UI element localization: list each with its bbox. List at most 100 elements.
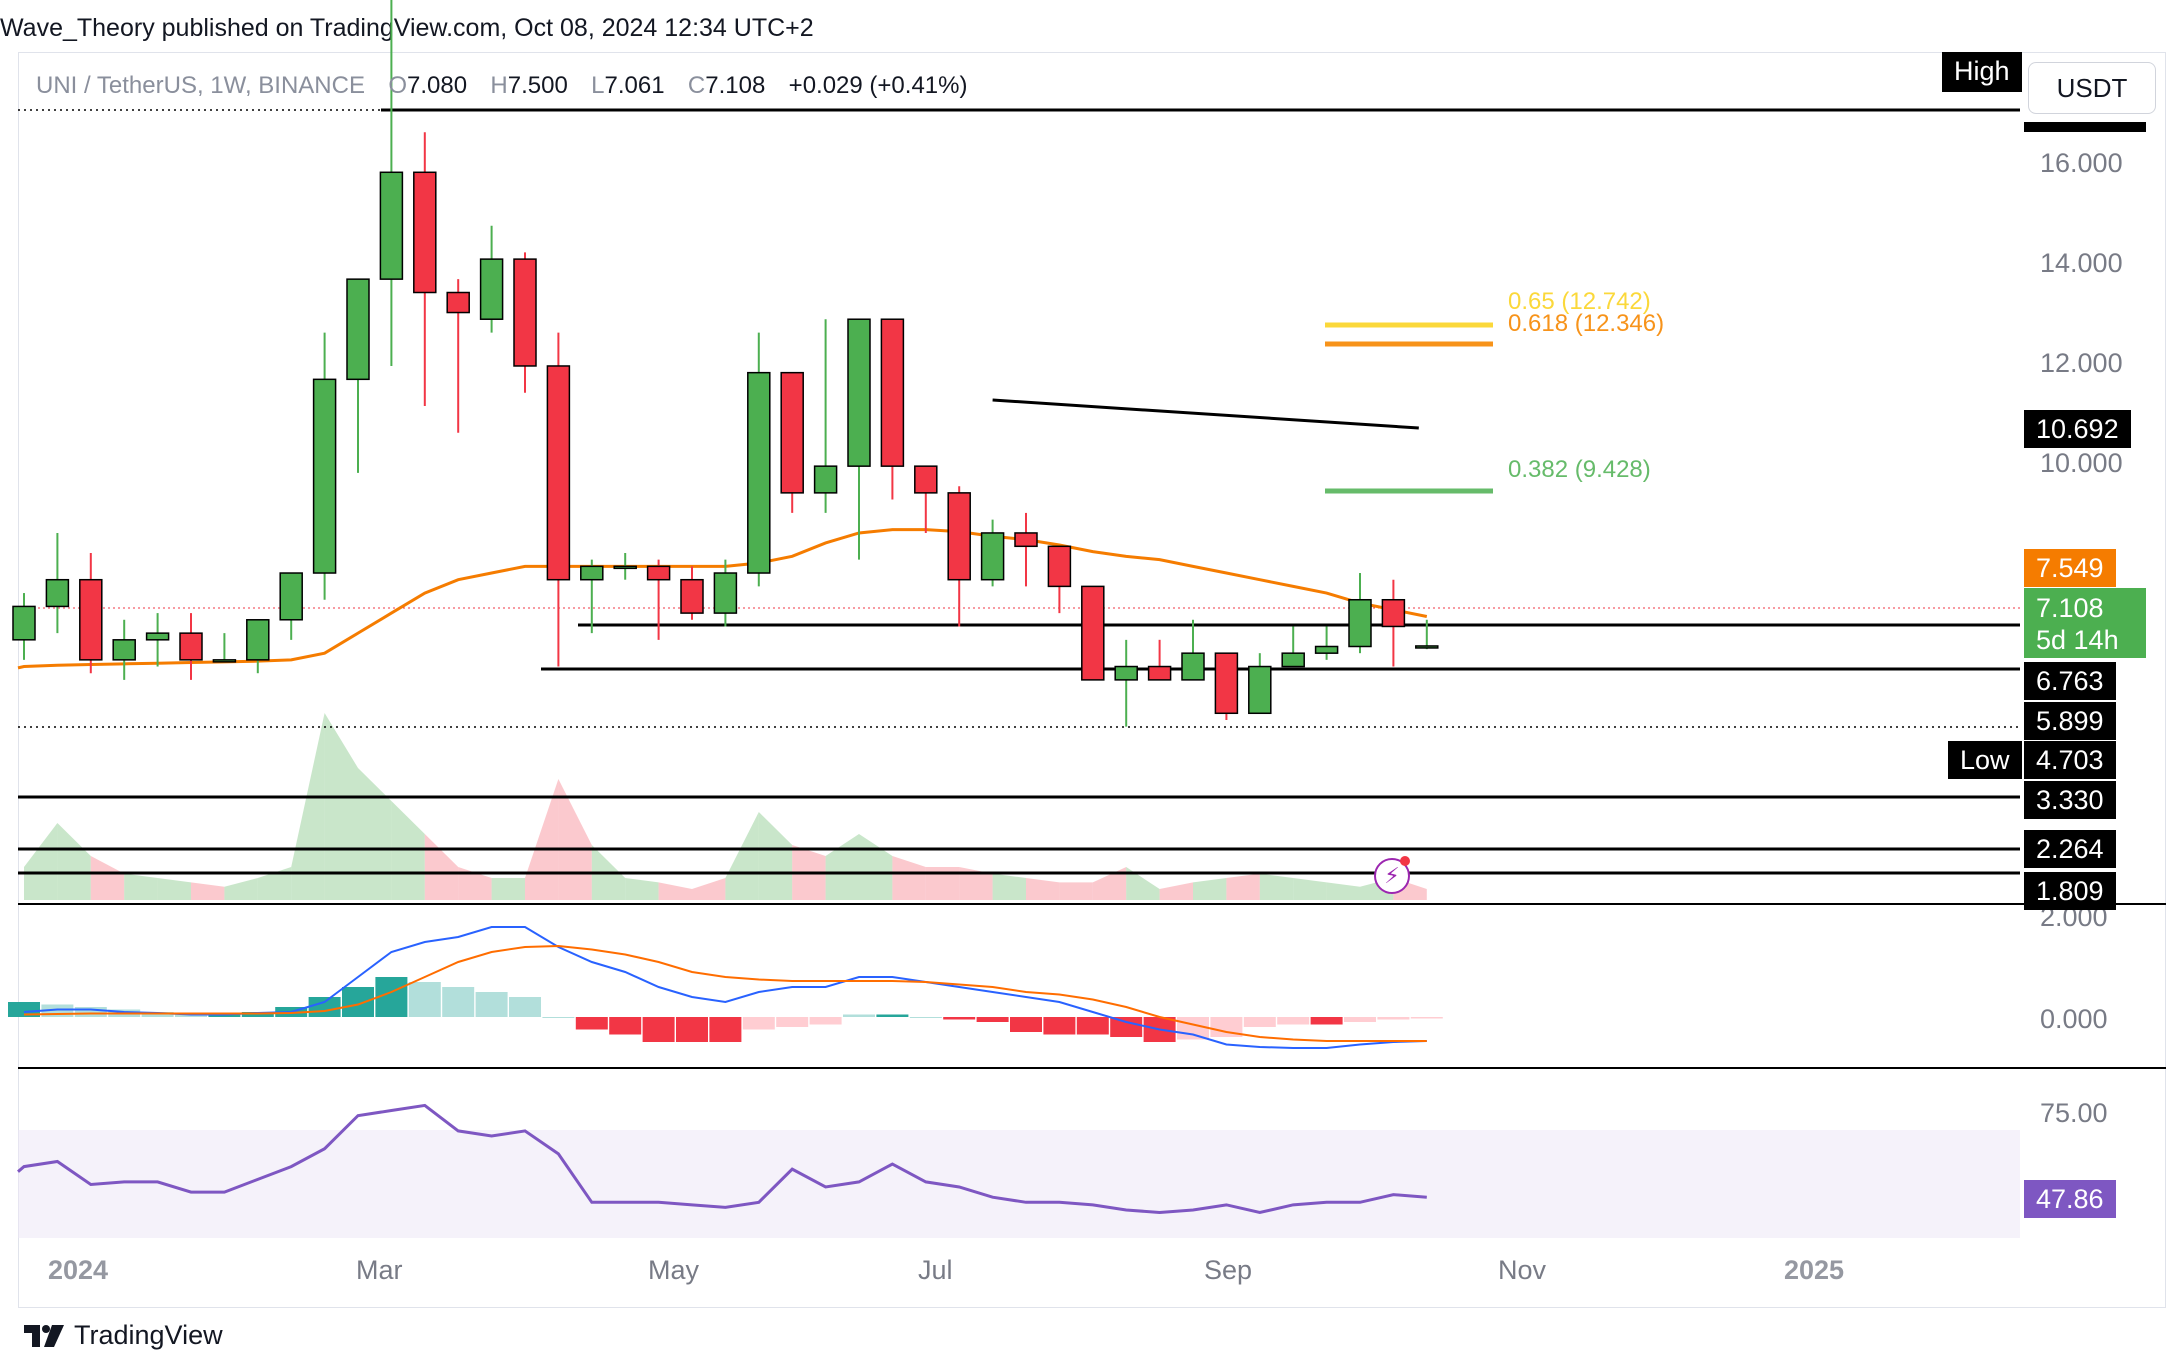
candle-body [45,578,70,608]
candle-body [914,465,938,494]
macd-histogram-bar [1377,1017,1410,1020]
low-label: L [591,72,605,99]
volume-segment [758,812,793,900]
volume-segment [725,812,759,900]
candle-body [446,291,470,314]
macd-histogram-bar [442,987,475,1017]
level-tag-3330: 3.330 [2024,781,2116,819]
macd-histogram-bar [776,1017,809,1027]
fib-label-065: 0.65 (12.742) [1508,288,1651,315]
candle-body [279,572,303,621]
volume-segment [24,823,58,900]
fib-levels[interactable] [1325,322,1493,494]
candle-body [880,318,905,467]
rsi-pane [17,1103,1427,1215]
notification-dot-icon [1400,856,1410,866]
macd-histogram-bar [1277,1017,1310,1025]
high-value: 7.500 [507,72,568,99]
level-tag-4703: 4.703 [2024,741,2116,779]
volume-segment [291,713,325,900]
level-tag-1809: 1.809 [2024,872,2116,910]
macd-pane [8,926,1443,1049]
volume-segment [1159,882,1193,900]
volume-segment [90,856,125,900]
last-price-value: 7.108 [2036,593,2104,623]
macd-histogram-bar [809,1017,842,1025]
time-tick: Nov [1498,1255,1547,1285]
macd-histogram-bar [1243,1017,1276,1027]
volume-segment [625,878,659,900]
candle-body [680,578,704,614]
candle-body [212,659,237,663]
rsi-band-rect [18,1130,2020,1238]
candle-body [1314,645,1339,654]
volume-segment [1126,867,1160,900]
close-value: 7.108 [705,72,766,99]
candle-body [947,492,971,581]
candle-body [1181,652,1205,681]
candle-body [513,258,537,367]
close-label: C [687,72,706,99]
volume-segment [458,867,492,900]
volume-segment [1193,878,1227,900]
volume-segment [491,878,525,900]
volume-segment [157,878,191,900]
candle-body [1014,532,1038,548]
high-price-tag-stub [2024,122,2146,132]
time-tick: May [648,1255,700,1285]
tradingview-logo-icon [24,1324,64,1347]
volume-segment [124,873,158,900]
macd-histogram-bar [342,987,374,1017]
macd-histogram-bar [475,992,508,1017]
high-label: H [490,72,508,99]
time-tick: Mar [356,1255,403,1285]
macd-histogram-bar [1076,1017,1109,1035]
macd-histogram-bar [676,1017,708,1042]
macd-histogram-bar [609,1017,642,1035]
horizontal-levels[interactable] [18,108,2020,875]
macd-histogram-bar [74,1007,107,1017]
candle-body [145,632,170,641]
lightning-icon[interactable]: ⚡ [1374,858,1410,894]
macd-histogram-bar [742,1017,775,1030]
macd-histogram-bar [843,1014,875,1017]
candle-body [479,258,504,320]
macd-histogram-bar [1010,1017,1042,1032]
symbol-legend: UNI / TetherUS, 1W, BINANCE O7.080 H7.50… [36,72,967,100]
low-value: 7.061 [604,72,665,99]
macd-histogram-bar [509,997,541,1017]
price-tick: 14.000 [2040,248,2123,278]
volume-segment [558,779,592,900]
level-tag-10692: 10.692 [2024,410,2131,448]
macd-histogram-bar [1043,1017,1076,1035]
candle-body [713,572,738,614]
macd-histogram-bar [408,982,441,1017]
currency-button[interactable]: USDT [2028,62,2156,114]
brand-name: TradingView [74,1320,223,1350]
time-tick: Jul [918,1255,953,1285]
macd-histogram-bar [709,1017,742,1042]
rsi-tick: 75.00 [2040,1098,2108,1128]
macd-histogram-bar [1110,1017,1143,1037]
candle-body [246,619,270,661]
level-tag-6763: 6.763 [2024,662,2116,700]
volume-segment [692,878,726,900]
candle-body [1381,598,1406,628]
macd-histogram-bar [1344,1017,1376,1022]
macd-histogram-bar [8,1002,40,1017]
brand-footer[interactable]: TradingView [24,1320,223,1351]
last-price-tag: 7.108 5d 14h [2024,588,2146,658]
macd-histogram-bar [642,1017,675,1042]
macd-histogram-bar [909,1017,942,1018]
level-tag-5899: 5.899 [2024,702,2116,740]
macd-histogram-bar [308,997,341,1017]
fib-label-0382: 0.382 (9.428) [1508,456,1651,483]
candle-body [980,532,1005,581]
candle-body [1081,585,1105,681]
candle-body [413,171,437,294]
trend-line [992,398,1419,430]
volume-segment [825,834,859,900]
low-marker-tag: Low [1948,741,2022,779]
candle-body [1214,652,1239,715]
